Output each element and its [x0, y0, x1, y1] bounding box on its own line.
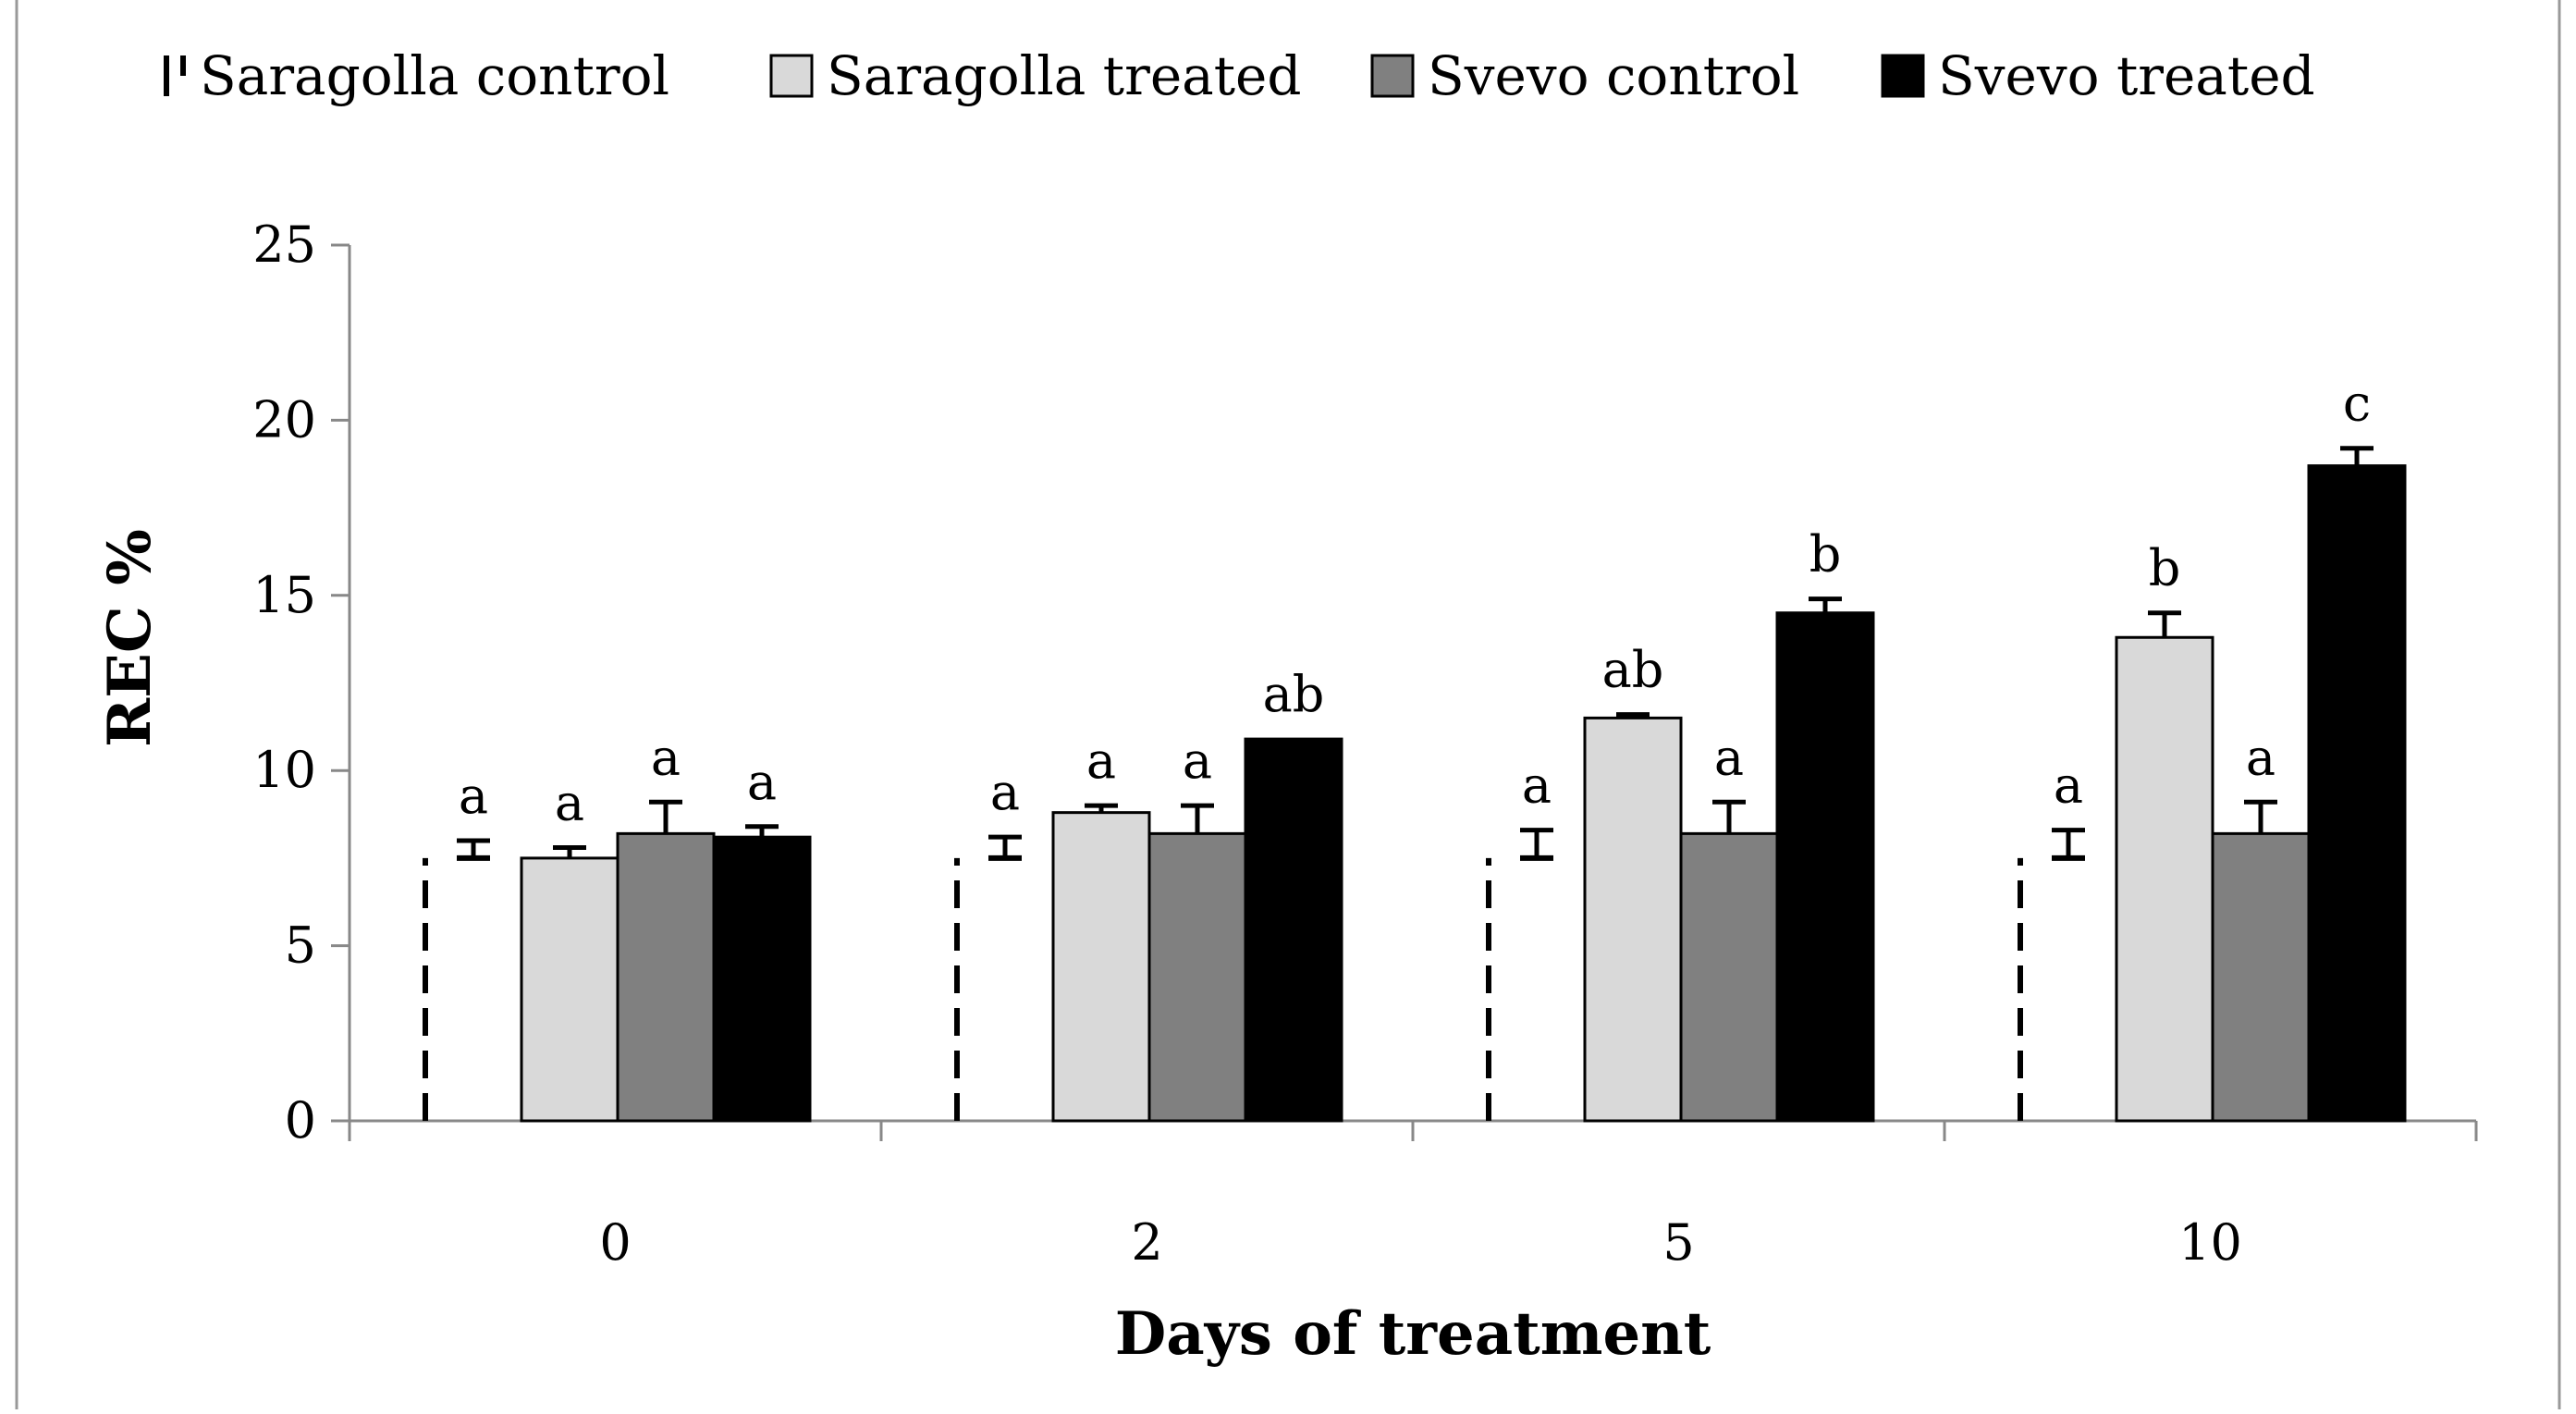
significance-letter: a	[990, 763, 1020, 821]
y-tick-label: 15	[252, 566, 316, 624]
significance-letter: ab	[1602, 641, 1664, 699]
significance-letter: b	[1809, 525, 1842, 584]
x-axis-title: Days of treatment	[1115, 1299, 1711, 1369]
y-axis-title: REC %	[95, 529, 165, 747]
bar-svevo-control	[2211, 831, 2311, 1123]
bar-saragolla-treated	[1051, 811, 1151, 1123]
bar-saragolla-treated	[2115, 635, 2214, 1123]
significance-letter: a	[2054, 756, 2083, 815]
y-tick-label: 5	[285, 916, 316, 975]
significance-letter: a	[1714, 728, 1744, 786]
significance-letter: a	[1086, 732, 1116, 790]
bar-saragolla-treated	[520, 856, 619, 1123]
x-tick-label: 0	[599, 1213, 631, 1272]
legend-swatch-svevo-treated	[1881, 54, 1925, 98]
x-tick-label: 10	[2178, 1213, 2242, 1272]
legend-label: Svevo treated	[1938, 44, 2315, 107]
bar-saragolla-treated	[1583, 716, 1683, 1123]
significance-letter: a	[1183, 732, 1212, 790]
bar-svevo-treated	[1244, 737, 1343, 1123]
bar-svevo-treated	[2307, 464, 2407, 1123]
y-tick-label: 10	[252, 741, 316, 799]
significance-letter: a	[747, 753, 777, 811]
y-tick-label: 0	[285, 1091, 316, 1150]
significance-letter: ab	[1263, 665, 1325, 723]
significance-letter: a	[651, 728, 681, 786]
legend-swatch-svevo-control	[1370, 54, 1415, 98]
significance-letter: a	[2246, 728, 2275, 786]
bar-svevo-treated	[1775, 611, 1875, 1123]
legend: Saragolla control Saragolla treated Svevo …	[164, 44, 2315, 107]
legend-label: Svevo control	[1428, 44, 1799, 107]
y-tick-label: 25	[252, 215, 316, 274]
bar-svevo-control	[1679, 831, 1779, 1123]
significance-letter: b	[2149, 539, 2181, 597]
significance-letter: a	[1522, 756, 1552, 815]
y-tick-label: 20	[252, 390, 316, 449]
bar-svevo-control	[616, 831, 716, 1123]
significance-letter: a	[459, 767, 488, 825]
bar-svevo-control	[1147, 831, 1247, 1123]
significance-letter: a	[555, 774, 584, 832]
legend-label: Saragolla treated	[827, 44, 1301, 107]
bar-svevo-treated	[712, 835, 812, 1123]
legend-label: Saragolla control	[200, 44, 669, 107]
significance-letter: c	[2343, 375, 2371, 433]
x-tick-label: 2	[1131, 1213, 1162, 1272]
x-tick-label: 5	[1662, 1213, 1694, 1272]
legend-swatch-saragolla-treated	[769, 54, 814, 98]
axis-titles: REC % Days of treatment	[95, 529, 1711, 1369]
